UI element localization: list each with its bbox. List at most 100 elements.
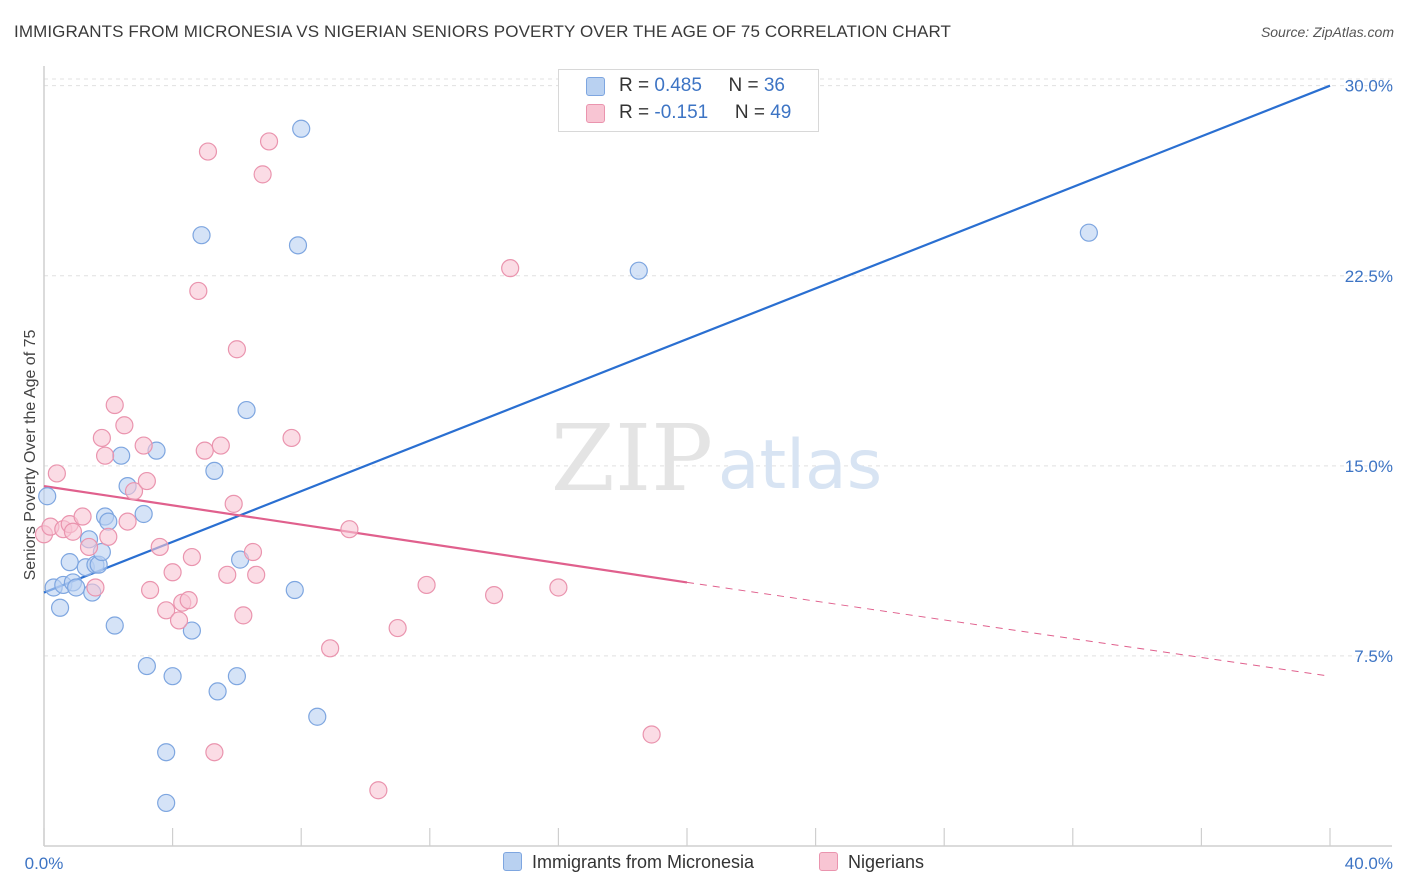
nigerian-point	[189, 281, 208, 301]
nigerian-point	[282, 428, 301, 448]
micronesia-point	[112, 446, 131, 465]
nigerian-point	[218, 565, 237, 584]
legend-swatch-micronesia	[586, 77, 605, 96]
y-tick-label: 22.5%	[1345, 267, 1393, 286]
micronesia-point	[292, 119, 311, 138]
nigerian-point	[124, 482, 144, 501]
nigerian-trend-line-extrapolated	[686, 581, 1331, 677]
source-label: Source: ZipAtlas.com	[1260, 24, 1394, 40]
correlation-legend: R = 0.485 N = 36 R = -0.151 N = 49	[558, 69, 819, 132]
x-tick-label: 0.0%	[25, 854, 64, 873]
x-tick-label: 40.0%	[1345, 854, 1393, 873]
legend-r-label: R =	[619, 102, 655, 123]
bottom-legend-swatch-micronesia	[503, 852, 522, 871]
micronesia-point	[208, 682, 227, 701]
legend-r-value-micronesia: 0.485	[654, 75, 702, 96]
nigerian-point	[388, 618, 407, 638]
nigerian-point	[549, 578, 568, 597]
y-tick-label: 15.0%	[1345, 457, 1393, 476]
nigerian-point	[369, 781, 388, 800]
grid-lines	[44, 78, 1392, 657]
watermark-atlas: atlas	[718, 426, 882, 505]
micronesia-point	[60, 553, 79, 572]
legend-r-value-nigerians: -0.151	[654, 102, 709, 123]
micronesia-point	[157, 743, 176, 762]
bottom-legend-micronesia: Immigrants from Micronesia	[503, 852, 754, 873]
nigerian-point	[73, 507, 92, 526]
nigerian-point	[642, 725, 661, 744]
data-points	[34, 119, 1098, 813]
nigerian-point	[95, 446, 115, 465]
micronesia-trend-line	[43, 84, 1331, 594]
y-axis-label: Seniors Poverty Over the Age of 75	[22, 329, 39, 581]
micronesia-point	[182, 621, 201, 640]
bottom-legend-label-micronesia: Immigrants from Micronesia	[532, 852, 755, 872]
nigerian-point	[79, 537, 99, 557]
chart-title: IMMIGRANTS FROM MICRONESIA VS NIGERIAN S…	[14, 22, 952, 41]
micronesia-point	[1079, 223, 1098, 242]
micronesia-point	[192, 226, 211, 245]
watermark: ZIP atlas	[551, 405, 882, 512]
nigerian-point	[224, 494, 243, 513]
legend-n-value-nigerians: 49	[770, 102, 792, 123]
micronesia-point	[308, 707, 327, 726]
nigerian-point	[234, 606, 253, 625]
nigerian-point	[134, 436, 153, 455]
nigerian-point	[115, 416, 134, 435]
micronesia-point	[99, 512, 118, 531]
nigerian-point	[247, 565, 266, 584]
nigerian-point	[321, 639, 340, 658]
trend-lines	[43, 84, 1331, 677]
nigerian-point	[99, 527, 118, 546]
nigerian-point	[182, 547, 201, 567]
legend-n-value-micronesia: 36	[763, 75, 785, 96]
bottom-legend-nigerians: Nigerians	[819, 852, 924, 873]
nigerian-point	[63, 522, 83, 541]
micronesia-point	[157, 793, 176, 813]
nigerian-point	[501, 259, 520, 278]
watermark-zip: ZIP	[551, 405, 713, 512]
nigerian-point	[86, 578, 105, 597]
nigerian-point	[340, 520, 359, 539]
nigerian-point	[92, 428, 111, 448]
y-tick-label: 7.5%	[1354, 647, 1393, 666]
micronesia-point	[38, 487, 57, 506]
nigerian-point	[157, 601, 176, 620]
micronesia-point	[629, 261, 648, 280]
nigerian-point	[227, 340, 246, 359]
bottom-legend-label-nigerians: Nigerians	[848, 852, 925, 872]
nigerian-point	[140, 580, 160, 600]
nigerian-point	[150, 537, 169, 557]
micronesia-point	[163, 667, 182, 686]
nigerian-point	[211, 436, 230, 455]
tick-labels: 7.5% 15.0% 22.5% 30.0% 0.0% 40.0%	[25, 77, 1393, 873]
nigerian-point	[137, 471, 156, 491]
nigerian-point	[259, 132, 279, 151]
micronesia-point	[288, 236, 308, 255]
nigerian-point	[253, 165, 272, 184]
micronesia-point	[134, 504, 153, 524]
nigerian-point	[243, 542, 263, 562]
legend-r-label: R =	[619, 75, 655, 96]
legend-n-label: N =	[734, 102, 771, 123]
micronesia-point	[137, 656, 156, 676]
nigerian-point	[163, 563, 182, 582]
nigerian-point	[118, 512, 137, 531]
y-tick-label: 30.0%	[1345, 77, 1393, 96]
nigerian-point	[485, 585, 504, 605]
nigerian-point	[105, 395, 124, 415]
micronesia-point	[237, 400, 256, 420]
nigerian-point	[198, 142, 218, 161]
nigerian-point	[47, 464, 66, 483]
micronesia-point	[205, 461, 224, 481]
micronesia-point	[67, 578, 86, 597]
micronesia-point	[227, 667, 246, 686]
nigerian-point	[169, 611, 189, 630]
micronesia-point	[105, 616, 124, 635]
nigerian-point	[195, 441, 214, 460]
legend-swatch-nigerians	[586, 104, 605, 123]
nigerian-point	[417, 575, 436, 595]
micronesia-point	[285, 580, 304, 600]
nigerian-point	[205, 743, 224, 762]
